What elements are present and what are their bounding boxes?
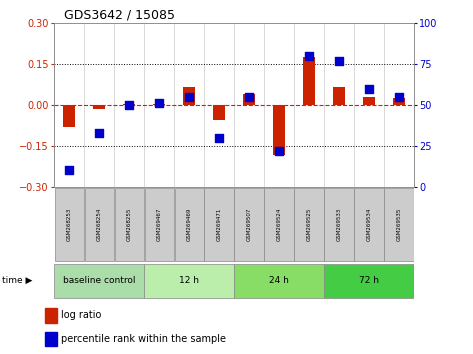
Text: GSM269524: GSM269524 xyxy=(277,208,281,241)
FancyBboxPatch shape xyxy=(384,188,413,261)
Bar xyxy=(393,98,405,105)
Text: GSM269525: GSM269525 xyxy=(307,208,312,241)
FancyBboxPatch shape xyxy=(235,188,264,261)
Point xyxy=(305,53,313,58)
Text: GSM269467: GSM269467 xyxy=(157,208,162,241)
Text: GSM269535: GSM269535 xyxy=(396,208,402,241)
FancyBboxPatch shape xyxy=(294,188,324,261)
FancyBboxPatch shape xyxy=(55,188,84,261)
Point xyxy=(395,94,403,99)
Text: GSM269533: GSM269533 xyxy=(336,208,342,241)
FancyBboxPatch shape xyxy=(204,188,234,261)
Point xyxy=(96,130,103,136)
Point xyxy=(125,102,133,108)
Point xyxy=(185,94,193,99)
Text: 24 h: 24 h xyxy=(269,276,289,285)
Text: GSM269534: GSM269534 xyxy=(367,208,371,241)
FancyBboxPatch shape xyxy=(145,188,174,261)
Bar xyxy=(153,104,165,105)
FancyBboxPatch shape xyxy=(175,188,204,261)
Bar xyxy=(363,97,375,105)
Bar xyxy=(243,94,255,105)
Bar xyxy=(45,332,57,347)
Text: time ▶: time ▶ xyxy=(2,276,33,285)
Text: GSM269507: GSM269507 xyxy=(246,208,252,241)
Bar xyxy=(123,104,135,105)
Text: GSM268255: GSM268255 xyxy=(127,208,132,241)
Point xyxy=(335,58,343,63)
Bar xyxy=(63,105,75,127)
FancyBboxPatch shape xyxy=(264,188,294,261)
Text: baseline control: baseline control xyxy=(63,276,136,285)
Bar xyxy=(303,57,315,105)
FancyBboxPatch shape xyxy=(144,264,234,298)
Text: 12 h: 12 h xyxy=(179,276,199,285)
Text: GSM268254: GSM268254 xyxy=(97,208,102,241)
Text: log ratio: log ratio xyxy=(61,310,102,320)
Point xyxy=(245,94,253,99)
Bar xyxy=(213,105,225,120)
FancyBboxPatch shape xyxy=(234,264,324,298)
Bar xyxy=(273,105,285,155)
Text: GSM269471: GSM269471 xyxy=(217,208,222,241)
Text: GSM269469: GSM269469 xyxy=(187,208,192,241)
Bar xyxy=(93,105,105,109)
Point xyxy=(66,167,73,173)
Point xyxy=(275,148,283,154)
Point xyxy=(215,135,223,141)
FancyBboxPatch shape xyxy=(324,264,414,298)
Bar xyxy=(45,308,57,322)
Text: GDS3642 / 15085: GDS3642 / 15085 xyxy=(64,8,175,21)
FancyBboxPatch shape xyxy=(114,188,144,261)
Point xyxy=(156,101,163,106)
Bar xyxy=(333,87,345,105)
Bar xyxy=(183,87,195,105)
Text: GSM268253: GSM268253 xyxy=(67,208,72,241)
FancyBboxPatch shape xyxy=(354,188,384,261)
Text: 72 h: 72 h xyxy=(359,276,379,285)
FancyBboxPatch shape xyxy=(85,188,114,261)
Text: percentile rank within the sample: percentile rank within the sample xyxy=(61,334,227,344)
FancyBboxPatch shape xyxy=(324,188,354,261)
Point xyxy=(365,86,373,91)
FancyBboxPatch shape xyxy=(54,264,144,298)
